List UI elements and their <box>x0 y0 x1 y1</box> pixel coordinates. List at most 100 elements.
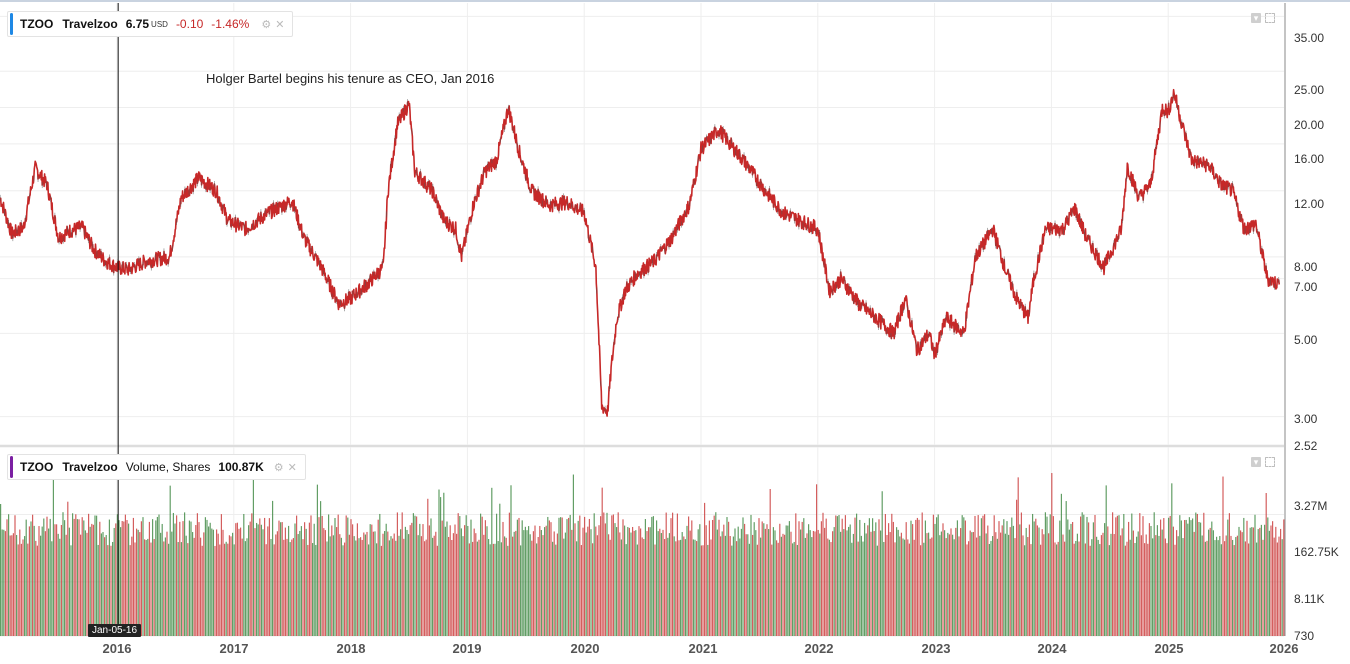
volume-bar <box>944 530 946 636</box>
volume-bar <box>1067 519 1069 636</box>
volume-bar <box>1105 485 1107 636</box>
volume-bar <box>313 523 315 636</box>
volume-bar <box>545 525 547 636</box>
volume-bar <box>1212 530 1214 636</box>
volume-bar <box>889 532 891 636</box>
volume-bar <box>1163 518 1165 636</box>
close-icon[interactable]: ✕ <box>287 461 297 474</box>
volume-bar <box>958 536 960 636</box>
volume-bar <box>1104 523 1106 636</box>
volume-bar <box>830 542 832 636</box>
expand-icon[interactable] <box>1265 13 1275 23</box>
volume-bar <box>572 474 574 636</box>
volume-bar <box>182 521 184 636</box>
volume-bar <box>1259 527 1261 636</box>
volume-bar <box>272 500 274 636</box>
volume-bar <box>236 522 238 636</box>
settings-icon[interactable]: ⚙ <box>273 461 284 474</box>
volume-bar <box>688 516 690 636</box>
volume-bar <box>1150 525 1152 636</box>
volume-bar <box>603 512 605 636</box>
volume-bar <box>1190 520 1192 636</box>
volume-bar <box>1192 518 1194 636</box>
volume-bar <box>352 524 354 636</box>
volume-bar <box>867 525 869 636</box>
volume-bar <box>60 524 62 636</box>
volume-bar <box>508 512 510 636</box>
volume-bar <box>643 539 645 636</box>
volume-bar <box>184 512 186 636</box>
volume-bar <box>1152 538 1154 636</box>
x-tick-label: 2017 <box>219 641 249 656</box>
volume-bar <box>281 522 283 636</box>
volume-bar <box>228 535 230 636</box>
volume-bar <box>1113 534 1115 636</box>
volume-bar <box>201 545 203 636</box>
volume-bar <box>812 530 814 636</box>
volume-bar <box>520 545 522 636</box>
volume-bar <box>422 524 424 636</box>
volume-bar <box>907 539 909 636</box>
volume-bar <box>622 519 624 636</box>
volume-bar <box>864 522 866 636</box>
volume-bar <box>684 539 686 636</box>
volume-bar <box>374 531 376 636</box>
volume-bar <box>17 544 19 636</box>
volume-bar <box>1076 533 1078 636</box>
volume-bar <box>1246 520 1248 636</box>
volume-bar <box>336 527 338 636</box>
volume-bar <box>1276 542 1278 636</box>
x-tick-label: 2019 <box>452 641 482 656</box>
volume-bar <box>987 525 989 636</box>
minimize-icon[interactable]: ▾ <box>1251 13 1261 23</box>
volume-bar <box>990 540 992 636</box>
volume-bar <box>728 521 730 636</box>
volume-bar <box>411 522 413 636</box>
volume-bar <box>1267 517 1269 636</box>
volume-bar <box>528 526 530 636</box>
volume-bar <box>420 536 422 636</box>
expand-icon[interactable] <box>1265 457 1275 467</box>
volume-bar <box>320 501 322 636</box>
x-tick-label: 2020 <box>570 641 600 656</box>
price-series <box>0 88 1280 417</box>
volume-bar <box>558 517 560 636</box>
volume-bar <box>892 521 894 636</box>
volume-bar <box>112 541 114 636</box>
volume-bar <box>404 526 406 636</box>
volume-bar <box>1086 516 1088 636</box>
volume-bar <box>347 517 349 636</box>
volume-bar <box>1075 540 1077 636</box>
volume-bar <box>1193 531 1195 636</box>
volume-bar <box>870 531 872 636</box>
volume-bar <box>689 530 691 636</box>
volume-bar <box>921 512 923 636</box>
volume-bar <box>838 515 840 636</box>
volume-bar <box>1179 515 1181 636</box>
volume-bar <box>376 543 378 636</box>
volume-bar <box>840 531 842 636</box>
volume-bar <box>124 514 126 636</box>
volume-bar <box>1249 527 1251 636</box>
volume-bar <box>32 514 34 636</box>
settings-icon[interactable]: ⚙ <box>261 18 272 31</box>
minimize-icon[interactable]: ▾ <box>1251 457 1261 467</box>
volume-bar <box>566 519 568 636</box>
volume-bar <box>1032 513 1034 636</box>
volume-bar <box>457 513 459 636</box>
volume-bar <box>697 529 699 636</box>
volume-bar <box>1014 538 1016 636</box>
volume-bar <box>121 521 123 636</box>
volume-bar <box>588 518 590 636</box>
volume-bar <box>1262 539 1264 636</box>
volume-bar <box>451 539 453 636</box>
volume-bar <box>1235 537 1237 636</box>
volume-bar <box>484 520 486 636</box>
close-icon[interactable]: ✕ <box>275 18 285 31</box>
volume-tick-label: 730 <box>1294 629 1315 643</box>
volume-bar <box>555 544 557 636</box>
volume-bar <box>462 536 464 636</box>
x-tick-label: 2021 <box>688 641 718 656</box>
volume-bar <box>387 531 389 636</box>
